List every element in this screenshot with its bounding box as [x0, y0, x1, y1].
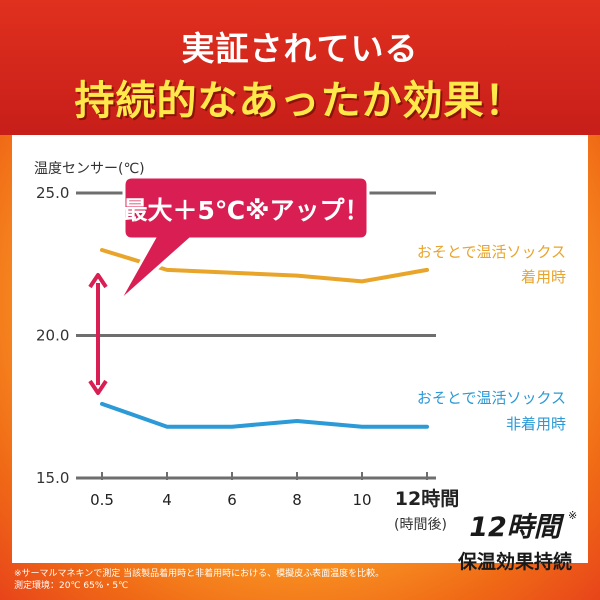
headline-line-2: 持続的なあったか効果！ — [74, 78, 526, 124]
footnote-line-1: ※サーマルマネキンで測定 当該製品着用時と非着用時における、模擬皮ふ表面温度を比… — [14, 569, 385, 579]
badge-note-mark: ※ — [568, 509, 578, 522]
series-label-line-2: 着用時 — [521, 268, 566, 286]
arrow-down-icon — [88, 379, 108, 395]
series-line-not-wearing — [100, 401, 429, 429]
y-tick-label: 25.0 — [36, 184, 69, 202]
x-tick-label: 12時間 — [395, 488, 459, 510]
chart-panel: 温度センサー(℃) 25.0 20.0 15.0 0.5 4 6 8 10 12時間 おそとで温… — [12, 135, 588, 563]
callout: 最大＋5℃※アップ！ — [88, 175, 370, 395]
headline-banner: 実証されている 持続的なあったか効果！ — [0, 0, 600, 135]
x-tick-label: 6 — [227, 491, 237, 509]
axis-ticks: 25.0 20.0 15.0 0.5 4 6 8 10 12時間 — [36, 184, 459, 510]
y-tick-label: 20.0 — [36, 327, 69, 345]
x-tick-label: 4 — [162, 491, 172, 509]
duration-badge: 12時間 ※ 保温効果持続 — [450, 505, 580, 595]
badge-hours: 12時間 — [469, 512, 561, 543]
series-label-line-1: おそとで温活ソックス — [417, 389, 566, 407]
footnote-line-2: 測定環境：20℃ 65%・5℃ — [14, 581, 129, 591]
series-label-line-1: おそとで温活ソックス — [417, 243, 566, 261]
x-tick-label: 0.5 — [90, 491, 114, 509]
y-tick-label: 15.0 — [36, 469, 69, 487]
y-axis-label: 温度センサー(℃) — [34, 161, 145, 177]
headline-line-1: 実証されている — [181, 29, 419, 68]
badge-caption: 保温効果持続 — [457, 551, 572, 573]
arrow-up-icon — [88, 273, 108, 289]
x-tick-label: 8 — [292, 491, 302, 509]
callout-bubble — [116, 175, 370, 305]
line-chart: 温度センサー(℃) 25.0 20.0 15.0 0.5 4 6 8 10 12時間 おそとで温… — [34, 161, 566, 533]
series-label-line-2: 非着用時 — [506, 415, 566, 433]
x-tick-label: 10 — [352, 491, 371, 509]
footnote: ※サーマルマネキンで測定 当該製品着用時と非着用時における、模擬皮ふ表面温度を比… — [14, 568, 444, 592]
callout-text: 最大＋5℃※アップ！ — [123, 196, 370, 225]
x-axis-label: (時間後) — [394, 517, 447, 533]
series-lines — [100, 248, 429, 429]
